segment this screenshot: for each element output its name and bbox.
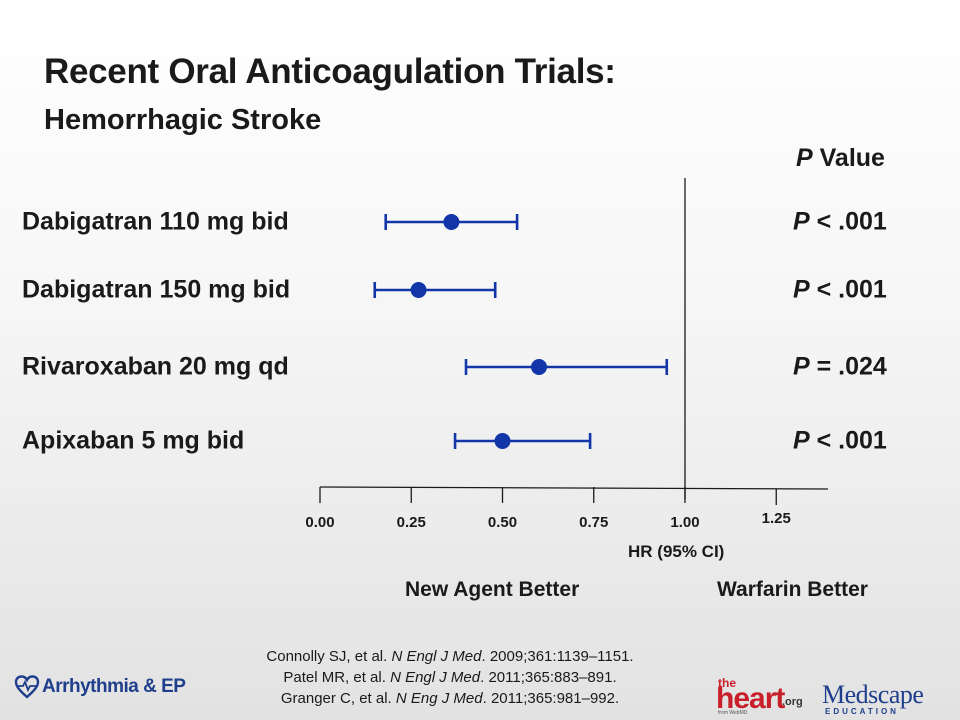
reference-2-part-0: Granger C, et al. [280,690,396,707]
reference-0-part-0: Connolly SJ, et al. [266,648,392,665]
row-pvalue-rest-1: < .001 [809,275,887,304]
slide-subtitle: Hemorrhagic Stroke [44,104,322,136]
theheart-logo-the: the [718,676,736,690]
row-pvalue-1: P < .001 [793,276,887,305]
reference-0-part-2: . 2009;361:1139–1151. [481,648,634,665]
row-pvalue-0: P < .001 [793,208,887,237]
references: Connolly SJ, et al. N Engl J Med. 2009;3… [190,646,710,709]
theheart-logo-heart: heart [716,682,785,715]
hr-point-1 [410,282,427,298]
reference-2-part-2: . 2011;365:981–992. [482,690,620,707]
reference-0: Connolly SJ, et al. N Engl J Med. 2009;3… [190,646,710,667]
medscape-logo: Medscape EDUCATION [822,680,932,720]
row-pvalue-3: P < .001 [793,427,887,456]
medscape-education: EDUCATION [825,707,899,716]
x-tick-label-0: 0.00 [305,514,334,531]
row-label-3: Apixaban 5 mg bid [22,426,245,455]
theheart-logo-org: .org [782,696,803,708]
row-pvalue-p-3: P [793,426,810,455]
heart-pulse-icon [14,675,40,699]
hr-point-2 [531,359,547,375]
pvalue-header: P Value [796,144,885,173]
x-tick-label-1: 0.25 [397,514,426,531]
arrhythmia-ep-wordmark: Arrhythmia & EP [42,676,186,697]
x-axis-line [319,486,829,490]
row-pvalue-2: P = .024 [793,353,887,382]
hr-point-3 [494,433,511,449]
row-label-0: Dabigatran 110 mg bid [22,207,289,236]
row-pvalue-rest-0: < .001 [809,207,887,236]
reference-1: Patel MR, et al. N Engl J Med. 2011;365:… [190,667,710,688]
row-pvalue-p-2: P [793,352,810,381]
reference-0-part-1: N Engl J Med [391,648,482,665]
slide-title: Recent Oral Anticoagulation Trials: [44,52,616,91]
arrhythmia-ep-logo: Arrhythmia & EP [14,674,186,700]
row-pvalue-p-1: P [793,275,810,304]
pvalue-header-p: P [796,144,813,172]
reference-2: Granger C, et al. N Eng J Med. 2011;365:… [190,688,710,709]
direction-label-right: Warfarin Better [717,578,868,601]
row-pvalue-p-0: P [793,207,810,236]
row-pvalue-rest-2: = .024 [809,352,887,381]
reference-2-part-1: N Eng J Med [395,690,483,707]
medscape-wordmark: Medscape [822,680,924,709]
pvalue-header-rest: Value [812,144,885,172]
reference-1-part-2: . 2011;365:883–891. [480,669,617,686]
theheart-logo-webmd: from WebMD [718,710,748,716]
x-tick-label-5: 1.25 [762,510,791,527]
direction-label-left: New Agent Better [405,578,580,601]
x-tick-label-4: 1.00 [670,514,699,531]
x-axis-title: HR (95% CI) [628,542,725,561]
x-tick-label-3: 0.75 [579,514,608,531]
hr-point-0 [443,214,460,230]
reference-1-part-1: N Engl J Med [390,669,481,686]
row-label-2: Rivaroxaban 20 mg qd [22,352,289,381]
row-pvalue-rest-3: < .001 [809,426,887,455]
theheart-logo: the heart .org from WebMD [716,676,806,716]
reference-1-part-0: Patel MR, et al. [283,669,391,686]
row-label-1: Dabigatran 150 mg bid [22,275,291,304]
x-tick-label-2: 0.50 [488,514,517,531]
